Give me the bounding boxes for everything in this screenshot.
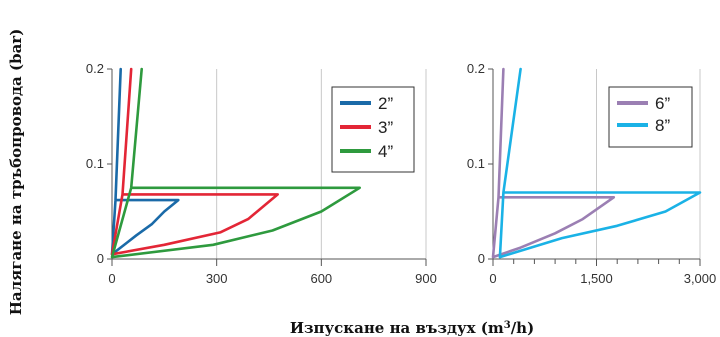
x-tick-label: 0 <box>489 271 496 286</box>
x-tick-label: 300 <box>206 271 228 286</box>
series-line <box>110 67 180 256</box>
y-tick-label: 0 <box>97 251 104 266</box>
legend-label: 6” <box>655 94 670 113</box>
y-tick-label: 0.2 <box>86 61 104 76</box>
legend-label: 2” <box>378 94 393 113</box>
y-axis-label: Налягане на тръбопровода (bar) <box>7 29 25 316</box>
x-tick-label: 1,500 <box>580 271 613 286</box>
x-tick-label: 900 <box>415 271 437 286</box>
series-line <box>491 67 616 259</box>
legend-label: 4” <box>378 142 393 161</box>
legend-label: 3” <box>378 118 393 137</box>
x-tick-label: 600 <box>310 271 332 286</box>
x-tick-label: 3,000 <box>684 271 717 286</box>
y-tick-label: 0.1 <box>467 156 485 171</box>
x-axis-label-main: Изпускане на въздух (m <box>290 319 504 337</box>
x-axis-label: Изпускане на въздух (m3/h) <box>290 319 534 337</box>
chart-small-pipes: 0 0.1 0.2 0 300 600 900 2” 3” 4” <box>86 61 437 286</box>
legend-box <box>608 86 693 148</box>
y-tick-label: 0 <box>478 251 485 266</box>
chart-large-pipes: 0 0.1 0.2 0 1,500 3,000 6” 8” <box>467 61 716 286</box>
legend-label: 8” <box>655 116 670 135</box>
y-tick-label: 0.1 <box>86 156 104 171</box>
series-line <box>110 67 280 256</box>
y-tick-label: 0.2 <box>467 61 485 76</box>
legend-box <box>331 86 415 173</box>
x-tick-label: 0 <box>108 271 115 286</box>
x-axis-label-end: /h) <box>511 319 534 337</box>
x-axis-label-superscript: 3 <box>504 320 511 331</box>
series-line <box>498 67 702 259</box>
series-line <box>110 67 362 259</box>
